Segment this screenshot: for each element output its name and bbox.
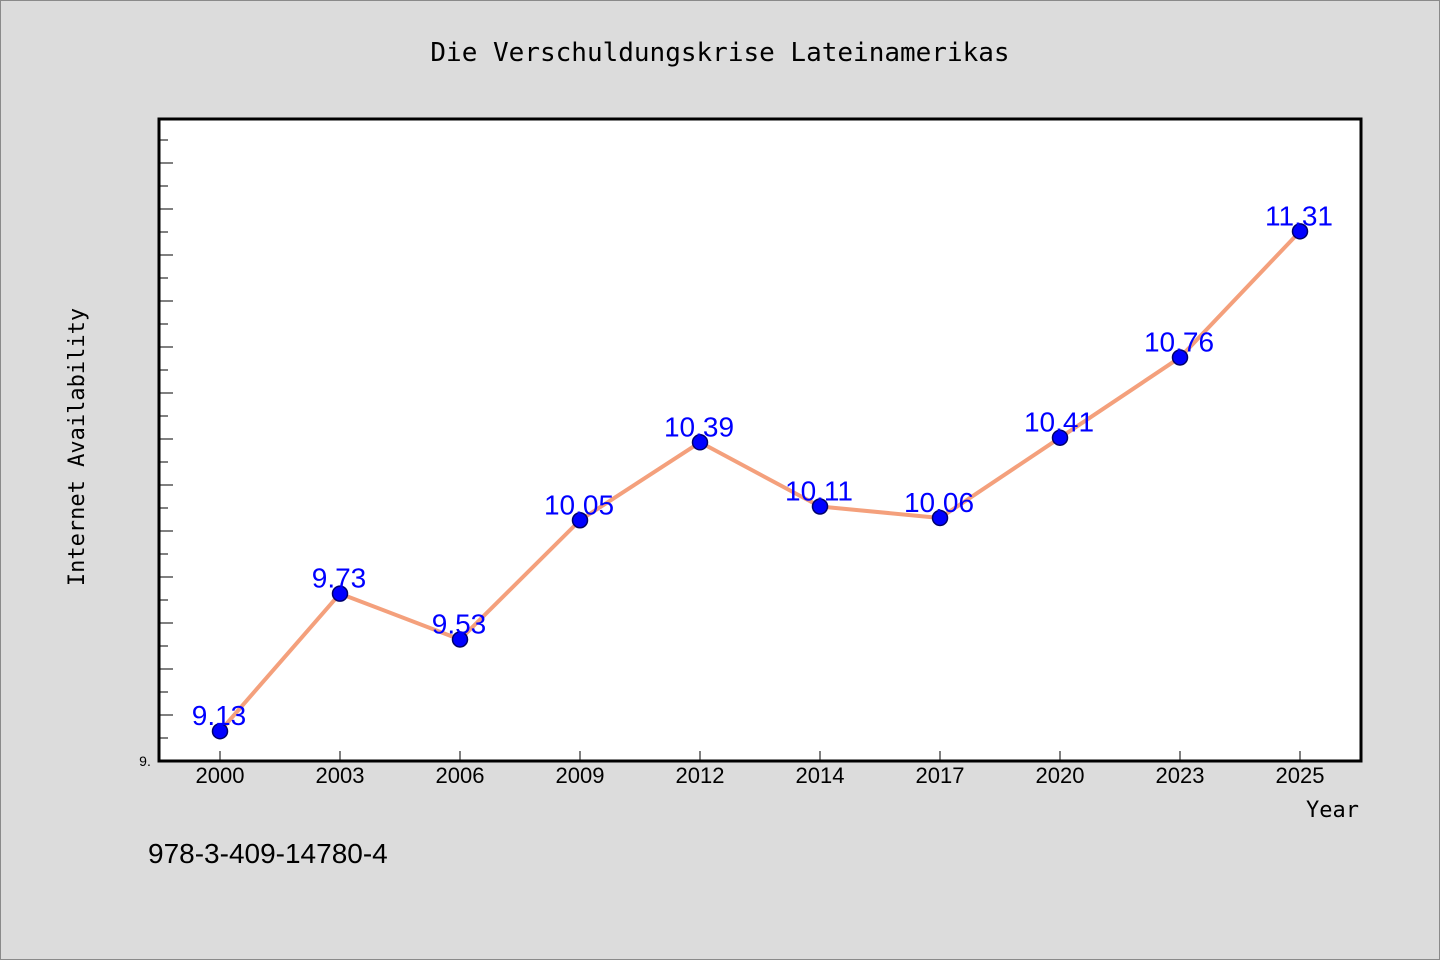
- x-tick-label: 2003: [316, 763, 365, 788]
- data-point-marker: [331, 585, 349, 602]
- y-axis-ticks: [159, 139, 173, 762]
- plot-area: [157, 117, 1363, 763]
- data-point-marker: [451, 631, 469, 648]
- data-label: 9.73: [312, 563, 367, 594]
- x-tick-label: 2000: [196, 763, 245, 788]
- data-label: 10.76: [1144, 326, 1214, 357]
- x-tick-label: 2025: [1276, 763, 1325, 788]
- isbn-text: 978-3-409-14780-4: [148, 838, 388, 869]
- x-tick-label: 2017: [916, 763, 965, 788]
- x-tick-label: 2014: [796, 763, 845, 788]
- data-label: 10.06: [904, 487, 974, 518]
- series-markers: [211, 223, 1309, 740]
- data-point-marker: [1291, 223, 1309, 240]
- x-tick-label: 2023: [1156, 763, 1205, 788]
- data-labels: 9.13 9.73 9.53 10.05 10.39 10.11 10.06 10.41 10.…: [192, 200, 1333, 731]
- data-label: 9.53: [432, 608, 487, 639]
- y-tick-label: 9.: [139, 753, 151, 769]
- x-axis-label: Year: [1306, 798, 1359, 823]
- data-label: 10.41: [1024, 407, 1094, 438]
- data-label: 9.13: [192, 700, 247, 731]
- x-tick-label: 2020: [1036, 763, 1085, 788]
- x-tick-label: 2012: [676, 763, 725, 788]
- x-tick-label: 2006: [436, 763, 485, 788]
- data-point-marker: [1171, 349, 1189, 366]
- data-point-marker: [691, 434, 709, 451]
- x-tick-label: 2009: [556, 763, 605, 788]
- data-point-marker: [1051, 429, 1069, 446]
- series-line: [218, 229, 1302, 734]
- data-label: 10.39: [664, 411, 734, 442]
- data-label: 11.31: [1265, 200, 1333, 231]
- data-point-marker: [571, 512, 589, 529]
- series-line-group: [218, 229, 1302, 734]
- data-point-marker: [931, 509, 949, 527]
- chart-title: Die Verschuldungskrise Lateinamerikas: [430, 38, 1009, 68]
- data-label: 10.05: [544, 489, 614, 520]
- data-point-marker: [811, 498, 829, 515]
- data-point-marker: [211, 722, 229, 740]
- y-axis-label: Internet Availability: [65, 308, 90, 586]
- x-axis-ticks: 2000 2003 2006 2009 2012 2014 2017 2020 2023 2025: [196, 751, 1325, 788]
- data-label: 10.11: [785, 475, 853, 506]
